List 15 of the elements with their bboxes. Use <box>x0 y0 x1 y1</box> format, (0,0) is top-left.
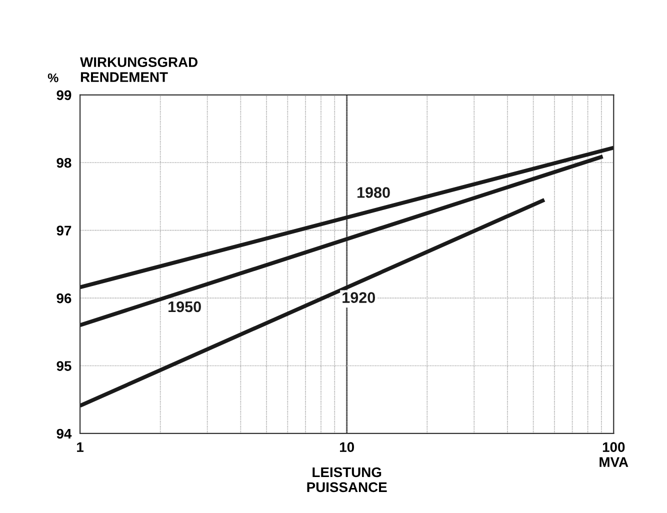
y-tick-label: 95 <box>56 361 72 371</box>
y-tick-label: 96 <box>56 293 72 304</box>
y-tick-label: 94 <box>56 428 72 439</box>
x-tick-label: 100 MVA <box>600 442 628 467</box>
y-axis-title: WIRKUNGSGRAD RENDEMENT <box>80 57 198 82</box>
series-label: 1920 <box>342 292 376 303</box>
text: % <box>48 73 58 82</box>
x-tick-label: 10 <box>340 442 354 452</box>
series-label: 1950 <box>168 301 201 312</box>
y-tick-label: 99 <box>56 90 72 100</box>
y-tick-label: 98 <box>56 158 72 168</box>
x-tick-label: 1 <box>77 442 84 452</box>
x-axis-title: LEISTUNG PUISSANCE <box>307 467 387 492</box>
series-label: 1980 <box>357 187 390 198</box>
y-tick-label: 97 <box>56 226 72 236</box>
